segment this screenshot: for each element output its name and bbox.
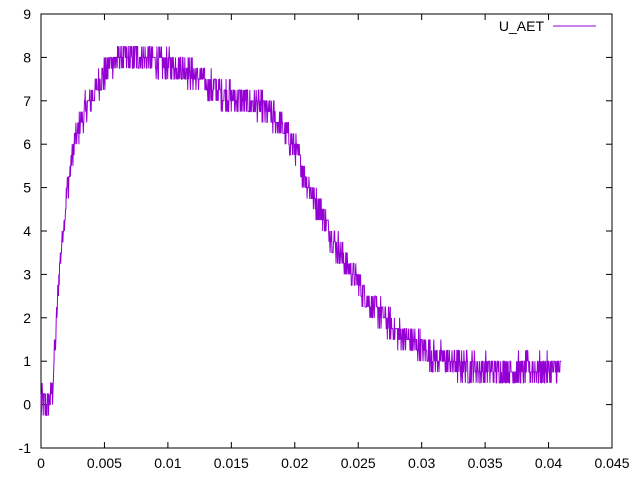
x-tick-label: 0	[37, 455, 45, 471]
y-tick-label: 2	[23, 310, 31, 326]
series-line-u-aet	[40, 46, 562, 416]
y-tick-label: 6	[23, 136, 31, 152]
y-tick-label: 7	[23, 93, 31, 109]
y-tick-label: 4	[23, 223, 31, 239]
series-layer	[40, 46, 562, 416]
y-tick-label: 9	[23, 6, 31, 22]
x-tick-label: 0.015	[214, 455, 249, 471]
x-tick-label: 0.005	[87, 455, 122, 471]
x-tick-label: 0.03	[408, 455, 435, 471]
y-tick-label: 5	[23, 180, 31, 196]
x-axis: 0 0.005 0.01 0.015 0.02 0.025 0.03 0.035 0.04 0.0…	[37, 14, 630, 471]
x-tick-label: 0.02	[281, 455, 308, 471]
y-tick-label: 0	[23, 397, 31, 413]
x-tick-label: 0.035	[468, 455, 503, 471]
x-tick-label: 0.025	[341, 455, 376, 471]
y-tick-label: 3	[23, 266, 31, 282]
x-tick-label: 0.04	[535, 455, 562, 471]
x-tick-label: 0.045	[594, 455, 629, 471]
y-axis: -1 0 1 2 3 4 5 6 7 8 9	[19, 6, 612, 456]
y-tick-label: -1	[19, 440, 32, 456]
legend: U_AET	[499, 18, 596, 34]
y-tick-label: 1	[23, 353, 31, 369]
legend-label-u-aet: U_AET	[499, 18, 545, 34]
y-tick-label: 8	[23, 49, 31, 65]
plot-area: 0 0.005 0.01 0.015 0.02 0.025 0.03 0.035 0.04 0.0…	[19, 6, 630, 471]
x-tick-label: 0.01	[154, 455, 181, 471]
